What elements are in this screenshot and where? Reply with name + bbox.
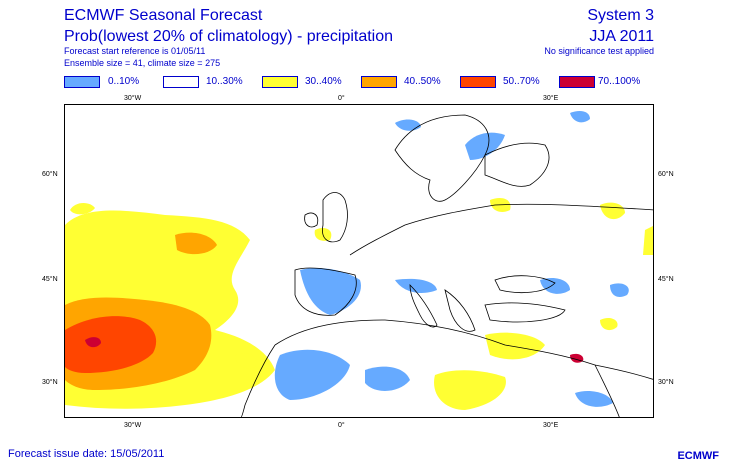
ecmwf-logo: ECMWF [677, 450, 719, 462]
coastlines [240, 114, 653, 417]
lat-right-tick-1: 45°N [658, 276, 674, 283]
shade-blue-ne [570, 111, 590, 123]
shade-blue-south-east [575, 391, 613, 407]
lon-bottom-tick-1: 0° [338, 422, 345, 429]
shade-yellow-1 [434, 370, 506, 410]
shade-atlantic-north-yellow [70, 202, 95, 215]
lon-top-tick-1: 0° [338, 95, 345, 102]
lat-left-tick-2: 30°N [42, 379, 58, 386]
legend-label-5: 70..100% [598, 76, 641, 87]
legend-swatch-2 [262, 76, 298, 88]
shade-blue-east [610, 283, 629, 297]
lat-left-tick-1: 45°N [42, 276, 58, 283]
probability-shading [65, 111, 653, 410]
shade-blue-africa [274, 349, 350, 400]
legend-swatch-4 [460, 76, 496, 88]
legend-label-4: 50..70% [503, 76, 540, 87]
lon-bottom-tick-2: 30°E [543, 422, 559, 429]
shade-blue-iberia [300, 268, 361, 315]
shade-blue-turkey [540, 278, 570, 294]
shade-yellow-5 [643, 226, 653, 255]
legend-label-3: 40..50% [404, 76, 441, 87]
shade-blue-africa-east [365, 366, 410, 391]
shade-yellow-3 [600, 202, 625, 220]
shade-blue-med [395, 278, 437, 293]
lon-top-tick-0: 30°W [124, 95, 142, 102]
legend-swatch-0 [64, 76, 100, 88]
shade-blue-north [395, 119, 421, 131]
shade-yellow-2 [485, 332, 545, 360]
shade-yellow-8 [235, 353, 257, 369]
lat-right-tick-2: 30°N [658, 379, 674, 386]
map-canvas [65, 111, 653, 417]
system-label: System 3 [587, 7, 654, 24]
forecast-map [64, 104, 654, 418]
legend-label-0: 0..10% [108, 76, 140, 87]
shade-atlantic-crimson [85, 337, 101, 348]
lat-right-tick-0: 60°N [658, 171, 674, 178]
legend-swatch-3 [361, 76, 397, 88]
page-title: ECMWF Seasonal Forecast [64, 7, 263, 24]
legend-label-1: 10..30% [206, 76, 243, 87]
shade-blue-scandinavia [465, 132, 505, 160]
forecast-issue-date: Forecast issue date: 15/05/2011 [8, 448, 165, 460]
shade-atlantic-red [65, 316, 157, 373]
ensemble-size: Ensemble size = 41, climate size = 275 [64, 58, 221, 68]
lon-bottom-tick-0: 30°W [124, 422, 142, 429]
shade-orange-north [175, 232, 217, 255]
legend-swatch-1 [163, 76, 199, 88]
shade-yellow-4 [600, 317, 618, 331]
legend-swatch-5 [559, 76, 595, 88]
significance-note: No significance test applied [544, 46, 654, 56]
forecast-start-reference: Forecast start reference is 01/05/11 [64, 46, 206, 56]
page-subtitle: Prob(lowest 20% of climatology) - precip… [64, 28, 394, 45]
lon-top-tick-2: 30°E [543, 95, 559, 102]
season-label: JJA 2011 [589, 28, 654, 45]
legend-label-2: 30..40% [305, 76, 342, 87]
lat-left-tick-0: 60°N [42, 171, 58, 178]
